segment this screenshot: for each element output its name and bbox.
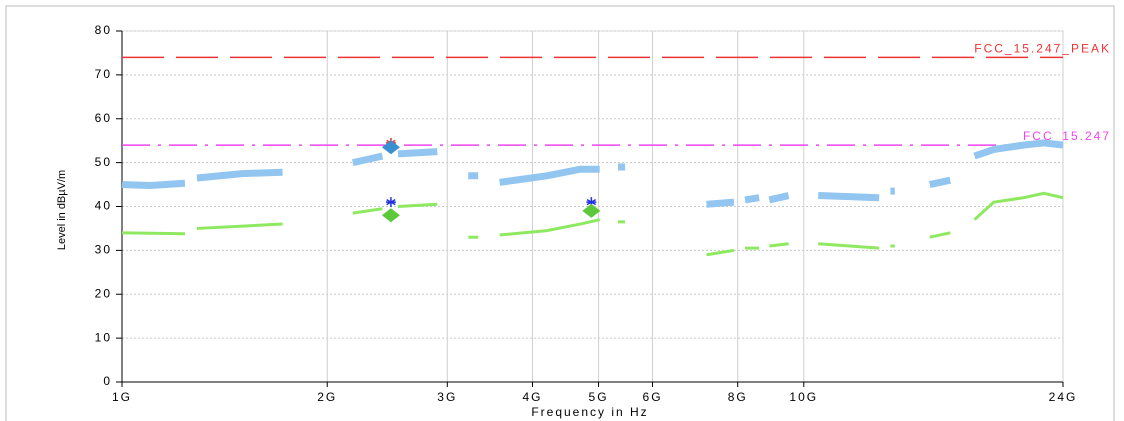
trace <box>121 191 1064 257</box>
star-marker <box>586 197 597 208</box>
x-tick-label: 1G <box>112 390 132 404</box>
y-tick-label: 60 <box>95 111 112 125</box>
y-tick-label: 20 <box>95 286 112 300</box>
diamond-marker <box>381 140 400 155</box>
y-tick-label: 70 <box>95 67 112 81</box>
limit-label: FCC_15.247_PEAK <box>974 41 1111 55</box>
frame <box>5 5 1115 421</box>
x-tick-label: 3G <box>437 390 457 404</box>
y-tick-label: 0 <box>103 374 112 388</box>
diamond-marker <box>582 203 601 218</box>
x-tick-label: 4G <box>522 390 542 404</box>
diamond-marker <box>381 208 400 223</box>
y-axis-label: Level in dBµV/m <box>56 170 68 250</box>
y-tick-label: 80 <box>95 23 112 37</box>
y-tick-label: 10 <box>95 330 112 344</box>
star-marker <box>385 197 396 208</box>
x-tick-label: 10G <box>789 390 818 404</box>
x-tick-label: 24G <box>1049 390 1078 404</box>
y-tick-label: 40 <box>95 199 112 213</box>
y-tick-label: 50 <box>95 155 112 169</box>
trace <box>121 139 1064 208</box>
y-tick-label: 30 <box>95 243 112 257</box>
x-tick-label: 5G <box>589 390 609 404</box>
x-tick-label: 6G <box>643 390 663 404</box>
x-tick-label: 2G <box>317 390 337 404</box>
x-axis-label: Frequency in Hz <box>531 405 648 419</box>
x-tick-label: 8G <box>728 390 748 404</box>
